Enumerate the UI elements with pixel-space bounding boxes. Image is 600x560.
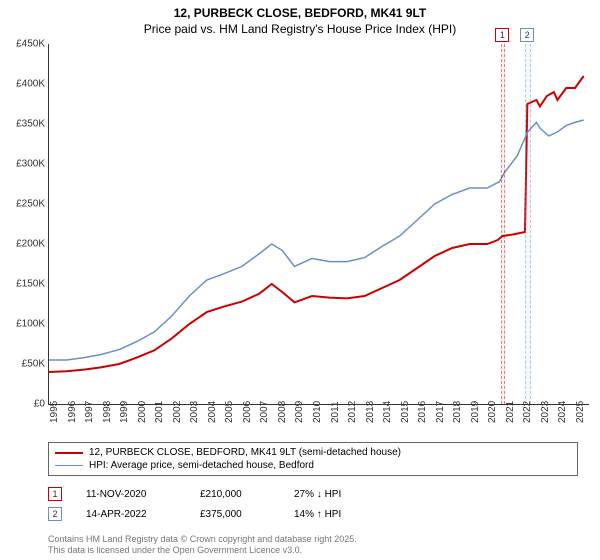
legend-row: 12, PURBECK CLOSE, BEDFORD, MK41 9LT (se…	[55, 446, 571, 459]
event-delta: 27% ↓ HPI	[294, 489, 384, 500]
event-marker-label: 1	[495, 28, 509, 42]
event-row: 2 14-APR-2022 £375,000 14% ↑ HPI	[48, 504, 578, 524]
x-tick-label: 2004	[207, 401, 218, 423]
x-tick-label: 1999	[119, 401, 130, 423]
x-tick-label: 2003	[189, 401, 200, 423]
x-tick-label: 2023	[540, 401, 551, 423]
y-tick-label: £250K	[7, 199, 45, 210]
event-marker-band	[501, 44, 505, 404]
x-tick-label: 1997	[84, 401, 95, 423]
x-tick-label: 2001	[154, 401, 165, 423]
event-row: 1 11-NOV-2020 £210,000 27% ↓ HPI	[48, 484, 578, 504]
y-tick-label: £450K	[7, 39, 45, 50]
x-tick-label: 2014	[382, 401, 393, 423]
x-tick-label: 2024	[557, 401, 568, 423]
y-tick-label: £350K	[7, 119, 45, 130]
legend-label: 12, PURBECK CLOSE, BEDFORD, MK41 9LT (se…	[89, 447, 401, 458]
y-tick-label: £150K	[7, 279, 45, 290]
event-date: 14-APR-2022	[86, 509, 176, 520]
x-tick-label: 2020	[487, 401, 498, 423]
y-tick-label: £300K	[7, 159, 45, 170]
y-tick-label: £400K	[7, 79, 45, 90]
event-price: £210,000	[200, 489, 270, 500]
plot-area: £0£50K£100K£150K£200K£250K£300K£350K£400…	[48, 44, 589, 405]
y-tick-label: £0	[7, 399, 45, 410]
x-tick-label: 2009	[294, 401, 305, 423]
chart-title-line1: 12, PURBECK CLOSE, BEDFORD, MK41 9LT	[0, 0, 600, 22]
x-tick-label: 1995	[49, 401, 60, 423]
x-tick-label: 2015	[400, 401, 411, 423]
x-tick-label: 2006	[242, 401, 253, 423]
legend-swatch	[55, 465, 83, 466]
event-marker-label: 2	[520, 28, 534, 42]
x-tick-label: 2021	[505, 401, 516, 423]
event-marker-band	[525, 44, 531, 404]
x-tick-label: 2011	[330, 401, 341, 423]
x-tick-label: 2018	[452, 401, 463, 423]
y-tick-label: £50K	[7, 359, 45, 370]
legend: 12, PURBECK CLOSE, BEDFORD, MK41 9LT (se…	[48, 442, 578, 476]
x-tick-label: 2010	[312, 401, 323, 423]
x-tick-label: 2012	[347, 401, 358, 423]
footer-line2: This data is licensed under the Open Gov…	[48, 545, 357, 556]
x-tick-label: 2000	[137, 401, 148, 423]
events-table: 1 11-NOV-2020 £210,000 27% ↓ HPI 2 14-APR-202…	[48, 484, 578, 524]
legend-label: HPI: Average price, semi-detached house,…	[89, 460, 314, 471]
x-tick-label: 2019	[470, 401, 481, 423]
y-tick-label: £200K	[7, 239, 45, 250]
x-tick-label: 2005	[224, 401, 235, 423]
x-tick-label: 2002	[172, 401, 183, 423]
event-delta: 14% ↑ HPI	[294, 509, 384, 520]
x-tick-label: 1998	[102, 401, 113, 423]
x-tick-label: 2017	[435, 401, 446, 423]
x-tick-label: 2016	[417, 401, 428, 423]
x-tick-label: 1996	[67, 401, 78, 423]
x-tick-label: 2013	[365, 401, 376, 423]
footer: Contains HM Land Registry data © Crown c…	[48, 534, 357, 556]
chart-container: 12, PURBECK CLOSE, BEDFORD, MK41 9LT Pri…	[0, 0, 600, 560]
footer-line1: Contains HM Land Registry data © Crown c…	[48, 534, 357, 545]
event-price: £375,000	[200, 509, 270, 520]
line-layer	[49, 44, 589, 404]
legend-swatch	[55, 452, 83, 454]
event-badge: 2	[48, 507, 62, 521]
x-tick-label: 2025	[575, 401, 586, 423]
event-badge: 1	[48, 487, 62, 501]
x-tick-label: 2007	[259, 401, 270, 423]
x-tick-label: 2008	[277, 401, 288, 423]
chart-title-line2: Price paid vs. HM Land Registry's House …	[0, 22, 600, 40]
event-date: 11-NOV-2020	[86, 489, 176, 500]
x-tick-label: 2022	[522, 401, 533, 423]
y-tick-label: £100K	[7, 319, 45, 330]
legend-row: HPI: Average price, semi-detached house,…	[55, 459, 571, 472]
